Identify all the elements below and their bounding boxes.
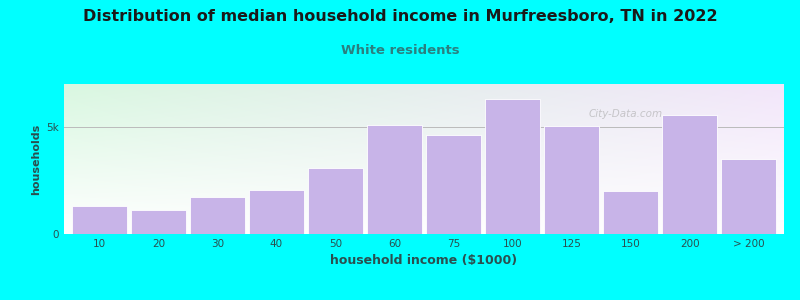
Bar: [662, 115, 717, 234]
Bar: [603, 191, 658, 234]
Bar: [544, 126, 598, 234]
Bar: [131, 210, 186, 234]
Bar: [486, 99, 540, 234]
Bar: [308, 168, 362, 234]
Text: City-Data.com: City-Data.com: [589, 109, 662, 119]
Text: White residents: White residents: [341, 44, 459, 56]
Bar: [722, 159, 776, 234]
Bar: [426, 135, 481, 234]
Y-axis label: households: households: [31, 123, 41, 195]
Bar: [190, 196, 245, 234]
X-axis label: household income ($1000): household income ($1000): [330, 254, 518, 267]
Bar: [250, 190, 304, 234]
Bar: [367, 125, 422, 234]
Text: Distribution of median household income in Murfreesboro, TN in 2022: Distribution of median household income …: [82, 9, 718, 24]
Bar: [72, 206, 126, 234]
